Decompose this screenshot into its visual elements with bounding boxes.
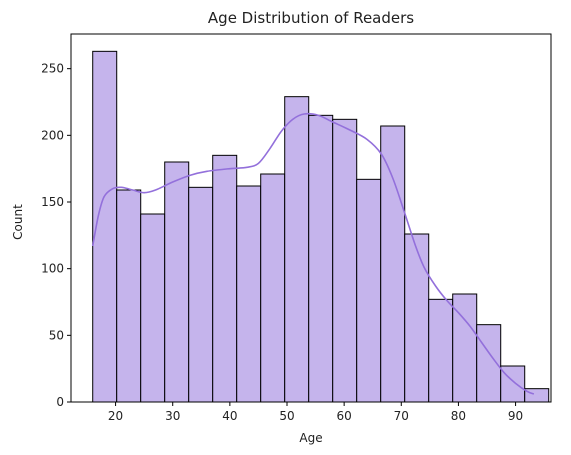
chart-title: Age Distribution of Readers <box>208 9 414 27</box>
y-tick-label: 50 <box>49 328 64 342</box>
x-tick-label: 70 <box>394 409 409 423</box>
y-tick-label: 200 <box>41 128 64 142</box>
histogram-bar <box>429 299 453 402</box>
x-axis-label: Age <box>299 431 322 445</box>
x-tick-label: 90 <box>508 409 523 423</box>
y-tick-label: 150 <box>41 195 64 209</box>
histogram-bar <box>237 186 261 402</box>
histogram-bar <box>189 187 213 402</box>
x-tick-label: 20 <box>108 409 123 423</box>
y-axis-ticks: 0 50 100 150 200 250 <box>41 62 71 409</box>
histogram-bar <box>405 234 429 402</box>
y-axis-label: Count <box>11 204 25 240</box>
histogram-bar <box>117 190 141 402</box>
histogram-bar <box>285 97 309 402</box>
x-tick-label: 60 <box>337 409 352 423</box>
histogram-bar <box>141 214 165 402</box>
y-tick-label: 0 <box>56 395 64 409</box>
histogram-bar <box>213 155 237 402</box>
histogram-bar <box>525 389 549 402</box>
y-tick-label: 250 <box>41 62 64 76</box>
histogram-bar <box>309 115 333 402</box>
x-tick-label: 30 <box>165 409 180 423</box>
y-tick-label: 100 <box>41 262 64 276</box>
histogram-bar <box>501 366 525 402</box>
x-tick-label: 80 <box>451 409 466 423</box>
histogram-bar <box>333 119 357 402</box>
histogram-bar <box>357 179 381 402</box>
histogram-bar <box>261 174 285 402</box>
histogram-bar <box>165 162 189 402</box>
x-tick-label: 40 <box>222 409 237 423</box>
x-axis-ticks: 20 30 40 50 60 70 80 90 <box>108 402 523 423</box>
x-tick-label: 50 <box>279 409 294 423</box>
histogram-bar <box>381 126 405 402</box>
histogram-bars <box>93 51 549 402</box>
